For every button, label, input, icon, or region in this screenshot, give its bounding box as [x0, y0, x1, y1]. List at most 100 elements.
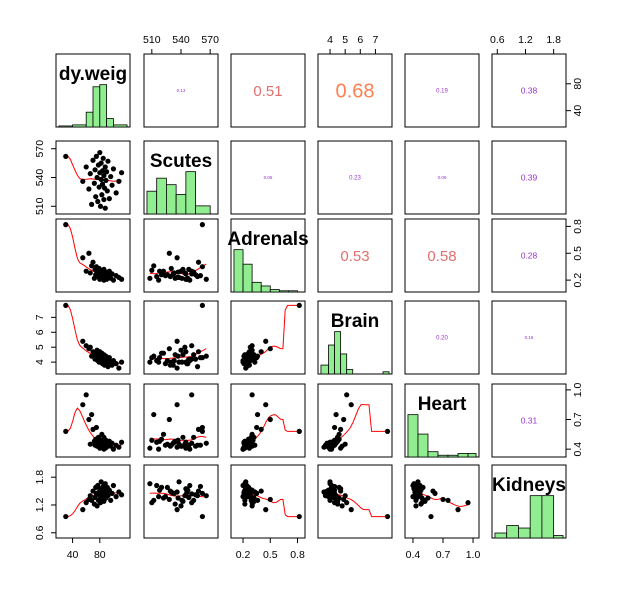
scatter-point	[241, 439, 247, 445]
scatter-point	[428, 513, 434, 520]
histogram-bar	[260, 285, 271, 293]
scatter-point	[199, 264, 205, 270]
scatter-point	[80, 255, 86, 261]
histogram-bar	[288, 290, 298, 293]
scatter-point	[415, 479, 421, 485]
scatter-point	[109, 362, 115, 368]
panel-r1-c2: 0.13	[143, 53, 219, 128]
tick-label: 0.8	[572, 219, 584, 234]
scatter-point	[166, 346, 172, 352]
histogram-bar	[328, 344, 335, 375]
scatter-point	[156, 494, 162, 500]
histogram-bar	[278, 290, 289, 293]
panel-frame	[317, 140, 393, 215]
scatter-point	[157, 438, 163, 444]
scatter-point	[147, 359, 153, 365]
panel-r3-c3: Adrenals	[227, 218, 309, 293]
scatter-point	[104, 169, 110, 175]
scatter-point	[157, 487, 163, 493]
scatter-point	[338, 426, 344, 432]
panel-r2-c3: 0.06	[230, 140, 306, 215]
histogram-bar	[340, 353, 348, 375]
tick-label: 80	[94, 549, 106, 561]
scatter-point	[174, 255, 180, 261]
histogram-bar	[175, 194, 187, 215]
scatter-point	[63, 153, 69, 159]
tick-label: 540	[172, 34, 190, 46]
scatter-point	[83, 164, 89, 170]
tick-label: 1.8	[34, 470, 46, 485]
scatter-point	[241, 359, 247, 365]
histogram-bar	[553, 535, 564, 539]
scatter-point	[164, 484, 170, 490]
panel-r5-c2	[143, 383, 219, 458]
correlation-label: 0.51	[253, 83, 282, 100]
panel-frame	[230, 383, 306, 458]
diagonal-label: Scutes	[150, 151, 212, 172]
scatter-point	[254, 411, 261, 418]
scatter-point	[174, 274, 180, 281]
tick-label: 1.8	[546, 34, 561, 46]
scatter-point	[194, 273, 201, 280]
histogram-bar	[106, 118, 114, 128]
histogram-bar	[518, 527, 531, 539]
scatter-point	[116, 178, 122, 184]
scatter-point	[183, 359, 189, 365]
histogram-bar	[85, 111, 94, 128]
correlation-label: 0.31	[521, 416, 538, 426]
scatter-point	[327, 439, 333, 445]
scatter-point	[191, 352, 197, 358]
scatter-point	[328, 482, 335, 489]
scatter-point	[194, 493, 201, 499]
scatter-point	[258, 349, 264, 355]
scatter-point	[180, 352, 186, 358]
scatter-point	[170, 271, 176, 277]
scatter-point	[174, 444, 180, 450]
scatter-point	[99, 181, 106, 187]
panel-r1-c3: 0.51	[230, 53, 306, 128]
panel-r5-c4	[317, 383, 393, 458]
diagonal-label: dy.weig	[59, 64, 127, 85]
panel-frame	[404, 218, 480, 293]
scatter-point	[199, 302, 205, 309]
panel-frame	[230, 140, 306, 215]
scatter-point	[156, 359, 162, 365]
panel-r4-c6: 0.16	[491, 300, 567, 375]
tick-label: 7	[373, 34, 379, 46]
scatter-point	[174, 365, 180, 371]
scatter-point	[96, 184, 102, 190]
histogram-bar	[541, 495, 555, 539]
histogram-bar	[269, 289, 280, 293]
panel-frame	[143, 218, 219, 293]
histogram-bar	[156, 177, 167, 215]
scatter-point	[154, 482, 160, 489]
scatter-point	[187, 482, 193, 489]
scatter-point	[160, 431, 167, 437]
histogram-bar	[113, 124, 128, 128]
tick-label: 80	[572, 78, 584, 90]
scatter-point	[412, 489, 418, 495]
scatter-point	[162, 361, 169, 367]
scatter-point	[258, 426, 264, 432]
panel-frame	[55, 218, 131, 293]
scatter-point	[195, 259, 202, 265]
scatter-point	[108, 173, 114, 180]
panel-frame	[404, 300, 480, 375]
scatter-point	[149, 437, 155, 443]
panel-r2-c2: Scutes	[143, 140, 219, 215]
scatter-point	[108, 497, 114, 503]
tick-label: 0.4	[572, 442, 584, 457]
scatter-point	[432, 490, 438, 496]
scatter-point	[149, 500, 155, 506]
scatter-point	[174, 507, 180, 513]
histogram-bar	[437, 454, 449, 458]
tick-label: 0.2	[572, 273, 584, 288]
scatter-point	[339, 503, 345, 509]
panel-r2-c6: 0.39	[491, 140, 567, 215]
scatter-point	[199, 428, 205, 434]
scatter-point	[194, 364, 201, 370]
histogram-bar	[427, 451, 439, 458]
scatter-point	[413, 503, 419, 509]
panel-frame	[317, 464, 393, 539]
